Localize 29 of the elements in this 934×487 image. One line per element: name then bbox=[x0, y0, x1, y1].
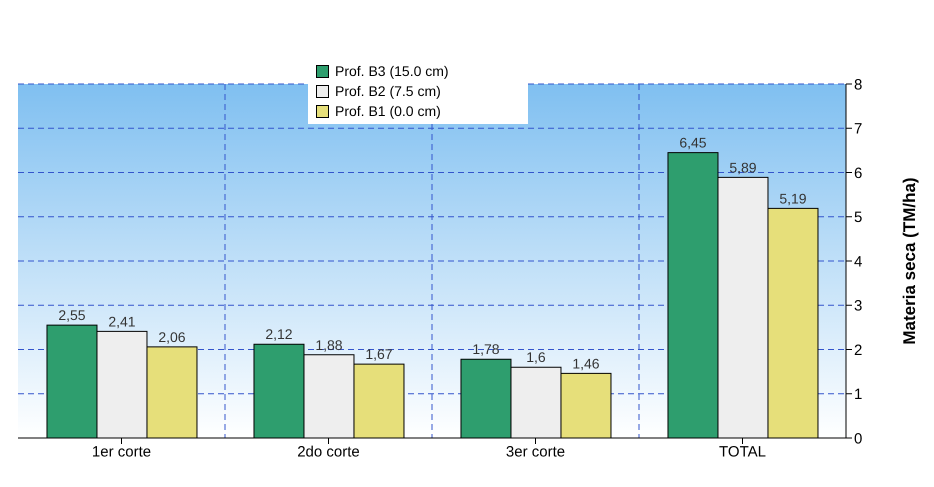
data-label: 1,6 bbox=[526, 349, 546, 366]
data-label: 5,89 bbox=[729, 159, 757, 176]
y-tick-label: 4 bbox=[854, 253, 862, 270]
y-tick-label: 5 bbox=[854, 209, 862, 226]
y-tick-label: 6 bbox=[854, 164, 862, 182]
y-tick-label: 7 bbox=[854, 120, 862, 138]
legend-label: Prof. B2 (7.5 cm) bbox=[335, 82, 441, 101]
data-label: 2,06 bbox=[158, 328, 186, 345]
y-tick-label: 2 bbox=[854, 342, 862, 359]
data-label: 2,12 bbox=[265, 326, 293, 342]
y-tick-label: 1 bbox=[854, 386, 862, 404]
y-axis-title: Materia seca (TM/ha) bbox=[900, 177, 920, 345]
data-label: 1,78 bbox=[472, 341, 500, 358]
data-label: 2,55 bbox=[58, 307, 86, 324]
y-tick-label: 8 bbox=[854, 76, 862, 94]
x-tick-label: 3er corte bbox=[506, 444, 566, 461]
y-tick-label: 3 bbox=[854, 298, 862, 315]
data-label: 1,46 bbox=[572, 355, 600, 372]
legend-label: Prof. B3 (15.0 cm) bbox=[335, 62, 449, 81]
x-tick-label: TOTAL bbox=[719, 444, 766, 461]
data-label: 1,88 bbox=[315, 336, 343, 353]
x-tick-label: 1er corte bbox=[92, 444, 152, 461]
y-tick-label: 0 bbox=[854, 430, 862, 448]
x-tick-label: 2do corte bbox=[297, 444, 360, 461]
data-label: 5,19 bbox=[779, 190, 807, 206]
legend-label: Prof. B1 (0.0 cm) bbox=[335, 102, 441, 121]
data-label: 6,45 bbox=[679, 134, 707, 151]
data-label: 2,41 bbox=[108, 313, 136, 330]
data-label: 1,67 bbox=[365, 346, 393, 362]
